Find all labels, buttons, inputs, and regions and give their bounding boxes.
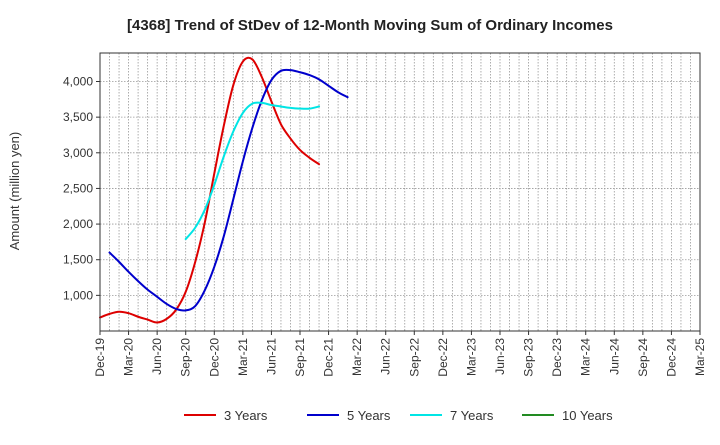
- legend-label-3-years: 3 Years: [224, 408, 268, 423]
- legend-label-5-years: 5 Years: [347, 408, 391, 423]
- y-tick-label: 2,500: [63, 181, 93, 195]
- x-tick-label: Sep-21: [293, 338, 307, 377]
- x-tick-label: Mar-24: [579, 338, 593, 376]
- y-axis-title: Amount (million yen): [7, 132, 22, 251]
- x-tick-label: Dec-24: [664, 338, 678, 377]
- y-axis-ticks: 1,000 1,500 2,000 2,500 3,000 3,500 4,000: [63, 75, 100, 302]
- x-tick-label: Jun-24: [607, 338, 621, 375]
- legend: 3 Years 5 Years 7 Years 10 Years: [184, 408, 613, 423]
- x-tick-label: Dec-19: [93, 338, 107, 377]
- x-tick-label: Mar-23: [464, 338, 478, 376]
- x-tick-label: Dec-22: [436, 338, 450, 377]
- y-tick-label: 4,000: [63, 75, 93, 89]
- x-tick-label: Mar-20: [122, 338, 136, 376]
- x-tick-label: Mar-25: [693, 338, 707, 376]
- y-tick-label: 2,000: [63, 217, 93, 231]
- plot-frame: [99, 52, 701, 332]
- x-tick-label: Mar-21: [236, 338, 250, 376]
- x-tick-label: Sep-24: [636, 338, 650, 377]
- x-tick-label: Sep-22: [407, 338, 421, 377]
- x-tick-label: Dec-23: [550, 338, 564, 377]
- y-tick-label: 3,000: [63, 146, 93, 160]
- y-tick-label: 1,000: [63, 288, 93, 302]
- x-tick-label: Sep-20: [179, 338, 193, 377]
- x-axis-ticks: Dec-19 Mar-20 Jun-20 Sep-20 Dec-20 Mar-21 Jun-…: [93, 331, 707, 377]
- x-tick-label: Mar-22: [350, 338, 364, 376]
- x-tick-label: Jun-20: [150, 338, 164, 375]
- y-tick-label: 3,500: [63, 110, 93, 124]
- legend-label-10-years: 10 Years: [562, 408, 613, 423]
- x-tick-label: Jun-23: [493, 338, 507, 375]
- x-tick-label: Jun-22: [379, 338, 393, 375]
- x-tick-label: Sep-23: [522, 338, 536, 377]
- y-tick-label: 1,500: [63, 253, 93, 267]
- chart-title: [4368] Trend of StDev of 12-Month Moving…: [127, 17, 613, 34]
- x-tick-label: Dec-20: [207, 338, 221, 377]
- series-line-5-years: [108, 68, 349, 312]
- series-line-7-years: [184, 101, 321, 241]
- x-tick-label: Dec-21: [322, 338, 336, 377]
- plot-area: [100, 53, 700, 331]
- series-lines: [99, 56, 349, 324]
- legend-label-7-years: 7 Years: [450, 408, 494, 423]
- grid-lines: [100, 53, 700, 331]
- x-tick-label: Jun-21: [264, 338, 278, 375]
